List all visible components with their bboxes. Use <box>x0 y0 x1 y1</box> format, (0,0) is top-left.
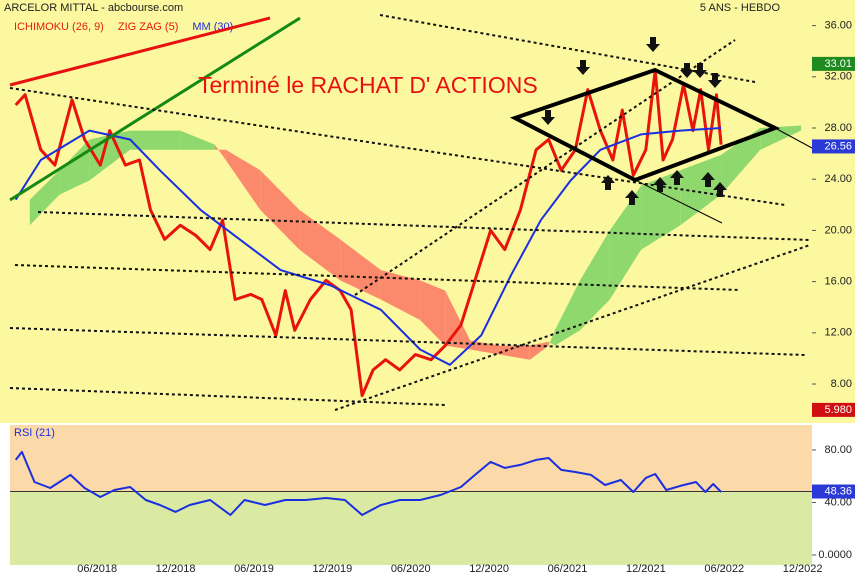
ichimoku-cloud <box>225 149 261 210</box>
trend-lines <box>9 14 813 411</box>
up-arrow <box>601 175 615 190</box>
down-arrow <box>680 63 694 78</box>
down-arrow <box>576 60 590 75</box>
down-arrow <box>708 73 722 88</box>
up-arrow <box>653 177 667 192</box>
trend-line <box>9 387 446 406</box>
ichimoku-cloud <box>180 130 215 150</box>
up-arrow <box>670 170 684 185</box>
up-arrow <box>713 182 727 197</box>
y-tick-label: 8.00 <box>831 378 852 390</box>
y-tick-label: 40.00 <box>824 496 852 508</box>
value-marker-label: 5.980 <box>824 404 852 416</box>
y-tick-label: 32.00 <box>824 71 852 83</box>
rsi-upper-zone <box>10 425 812 492</box>
ichimoku-cloud <box>548 330 555 346</box>
arrows <box>541 37 727 205</box>
y-tick-label: 0.0000 <box>818 549 852 561</box>
value-marker-label: 48.36 <box>824 485 852 497</box>
rsi-lower-zone <box>10 491 812 565</box>
value-marker <box>812 139 855 154</box>
annotation: Terminé le RACHAT D' ACTIONS <box>198 72 538 98</box>
ichimoku-cloud <box>299 209 341 281</box>
ichimoku-cloud <box>214 144 226 161</box>
value-marker <box>812 402 855 417</box>
y-tick-label: 16.00 <box>824 276 852 288</box>
y-tick-label: 24.00 <box>824 173 852 185</box>
up-arrow <box>701 172 715 187</box>
ichimoku-cloud <box>609 185 642 300</box>
x-tick-label: 12/2021 <box>626 563 666 575</box>
ichimoku-cloud <box>29 170 60 226</box>
ichimoku-cloud <box>420 280 446 346</box>
x-tick-label: 06/2022 <box>704 563 744 575</box>
trend-line <box>14 264 741 291</box>
x-tick-label: 06/2020 <box>391 563 431 575</box>
ichimoku-cloud <box>721 128 761 195</box>
y-tick-label: 36.00 <box>824 20 852 32</box>
x-tick-label: 06/2021 <box>548 563 588 575</box>
down-arrow <box>693 63 707 78</box>
trend-line <box>354 39 736 296</box>
x-tick-label: 12/2020 <box>469 563 509 575</box>
chart-title: ARCELOR MITTAL - abcbourse.com <box>4 2 183 14</box>
ichimoku-cloud <box>380 270 421 321</box>
x-tick-label: 06/2019 <box>234 563 274 575</box>
y-tick-label: 28.00 <box>824 122 852 134</box>
ichimoku-cloud <box>260 170 300 250</box>
series-line <box>14 68 723 398</box>
down-arrow <box>646 37 660 52</box>
trend-line <box>9 327 806 356</box>
rsi-title: RSI (21) <box>14 427 55 439</box>
ichimoku-cloud <box>470 340 501 355</box>
trend-line <box>634 179 723 224</box>
down-arrow <box>541 110 555 125</box>
trend-line <box>9 87 786 206</box>
y-tick-label: 80.00 <box>824 444 852 456</box>
y-tick-label: 20.00 <box>824 224 852 236</box>
ichimoku-cloud <box>445 290 471 350</box>
x-tick-label: 12/2018 <box>156 563 196 575</box>
ichimoku-cloud <box>130 130 181 150</box>
x-tick-label: 06/2018 <box>77 563 117 575</box>
trend-line <box>774 127 813 149</box>
value-marker <box>812 56 855 71</box>
x-tick-label: 12/2019 <box>312 563 352 575</box>
legend-entry: ZIG ZAG (5) <box>118 21 179 33</box>
series-line <box>14 450 722 516</box>
series-line <box>14 127 722 366</box>
chart-subtitle: 5 ANS - HEBDO <box>700 2 781 14</box>
y-tick-label: 12.00 <box>824 327 852 339</box>
ichimoku-cloud <box>580 230 610 331</box>
ichimoku-cloud <box>641 170 681 250</box>
value-marker-label: 26.56 <box>824 140 852 152</box>
legend-entry: MM (30) <box>192 21 233 33</box>
legend-entry: ICHIMOKU (26, 9) <box>14 21 104 33</box>
ichimoku-cloud <box>554 280 580 346</box>
up-arrow <box>625 190 639 205</box>
trend-line <box>37 211 811 241</box>
trend-line <box>9 16 271 87</box>
value-marker-label: 33.01 <box>824 58 852 70</box>
x-tick-label: 12/2022 <box>783 563 823 575</box>
value-marker <box>812 484 855 499</box>
